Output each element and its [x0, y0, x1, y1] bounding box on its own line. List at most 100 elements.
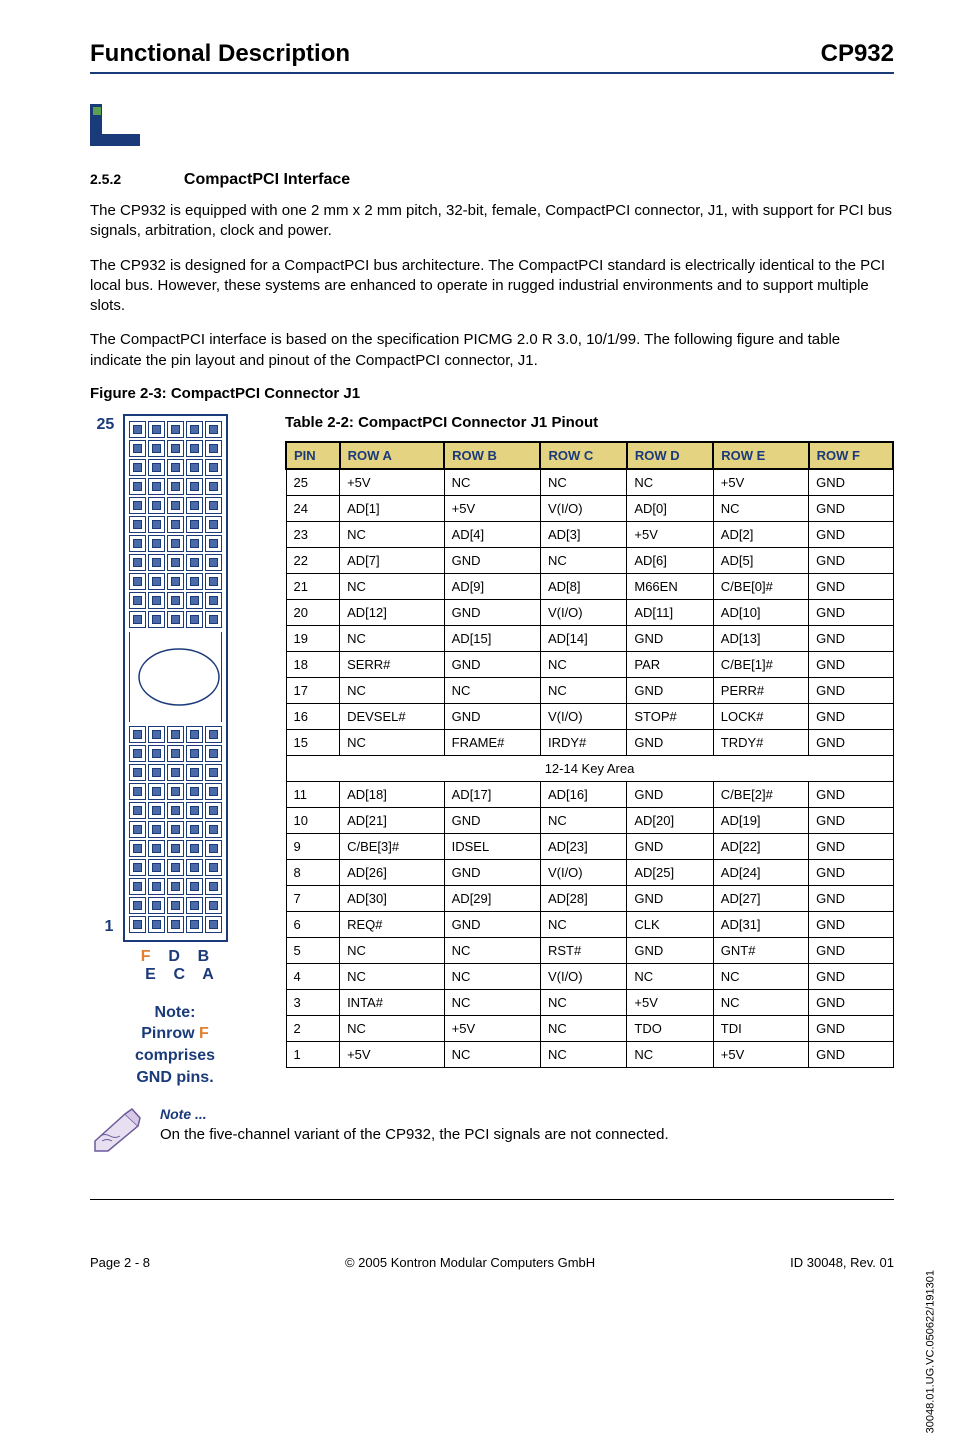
pinout-cell: 5: [286, 937, 340, 963]
connector-pin: [167, 802, 184, 819]
paragraph-1: The CP932 is equipped with one 2 mm x 2 …: [90, 201, 894, 242]
connector-pin: [129, 478, 146, 495]
pinout-cell: NC: [540, 651, 626, 677]
pinout-cell: M66EN: [627, 573, 713, 599]
pinout-cell: AD[5]: [713, 547, 808, 573]
pinout-cell: AD[6]: [627, 547, 713, 573]
section-title: CompactPCI Interface: [184, 171, 350, 188]
connector-pin: [167, 592, 184, 609]
pinout-cell: NC: [340, 573, 445, 599]
connector-pin-row: [129, 421, 222, 438]
table-row: 20AD[12]GNDV(I/O)AD[11]AD[10]GND: [286, 599, 893, 625]
connector-pin: [186, 764, 203, 781]
pinout-cell: NC: [444, 989, 540, 1015]
pinout-cell: NC: [627, 469, 713, 496]
connector-pin: [205, 821, 222, 838]
connector-pin: [167, 554, 184, 571]
pinout-cell: GND: [809, 911, 893, 937]
pinout-cell: 22: [286, 547, 340, 573]
connector-pin: [205, 611, 222, 628]
pinout-cell: AD[20]: [627, 807, 713, 833]
connector-pin: [129, 592, 146, 609]
pinout-cell: NC: [540, 1041, 626, 1067]
connector-pin: [186, 573, 203, 590]
connector-pin: [167, 516, 184, 533]
pinout-cell: GND: [809, 781, 893, 807]
connector-pin-row: [129, 516, 222, 533]
pinout-cell: AD[4]: [444, 521, 540, 547]
pinout-cell: NC: [713, 963, 808, 989]
pinout-cell: NC: [444, 677, 540, 703]
connector-pin: [186, 611, 203, 628]
pinout-cell: AD[24]: [713, 859, 808, 885]
pinout-cell: NC: [340, 677, 445, 703]
connector-pin: [186, 878, 203, 895]
connector-pin: [167, 859, 184, 876]
connector-pin: [148, 573, 165, 590]
pinout-cell: AD[13]: [713, 625, 808, 651]
table-row: 25+5VNCNCNC+5VGND: [286, 469, 893, 496]
connector-pin-row: [129, 459, 222, 476]
pinout-cell: AD[0]: [627, 495, 713, 521]
connector-pin: [186, 802, 203, 819]
footer-rule: [90, 1199, 894, 1200]
connector-pin: [205, 859, 222, 876]
connector-pin: [205, 421, 222, 438]
pinout-cell: +5V: [713, 1041, 808, 1067]
connector-pin: [167, 440, 184, 457]
key-area-cell: 12-14 Key Area: [286, 755, 893, 781]
pinout-cell: 7: [286, 885, 340, 911]
pinout-cell: 15: [286, 729, 340, 755]
pinout-cell: NC: [540, 989, 626, 1015]
connector-pin: [129, 554, 146, 571]
connector-pin: [205, 745, 222, 762]
paragraph-3: The CompactPCI interface is based on the…: [90, 330, 894, 371]
pinout-cell: 25: [286, 469, 340, 496]
pinout-header-cell: ROW F: [809, 442, 893, 469]
logo-icon: [90, 104, 894, 146]
connector-pin: [129, 516, 146, 533]
pinout-cell: AD[14]: [540, 625, 626, 651]
connector-pin: [205, 516, 222, 533]
note-title: Note ...: [160, 1106, 669, 1122]
pinout-cell: TDI: [713, 1015, 808, 1041]
pinout-cell: GND: [809, 469, 893, 496]
pinout-cell: GND: [627, 833, 713, 859]
pinout-cell: GND: [627, 625, 713, 651]
connector-pin: [167, 878, 184, 895]
pinout-cell: +5V: [713, 469, 808, 496]
pinout-cell: AD[16]: [540, 781, 626, 807]
connector-pin: [129, 421, 146, 438]
table-row: 17NCNCNCGNDPERR#GND: [286, 677, 893, 703]
pinout-cell: +5V: [444, 1015, 540, 1041]
pinout-cell: PAR: [627, 651, 713, 677]
pinout-cell: +5V: [340, 469, 445, 496]
pinout-cell: DEVSEL#: [340, 703, 445, 729]
pinout-cell: TRDY#: [713, 729, 808, 755]
figure-caption: Figure 2-3: CompactPCI Connector J1: [90, 385, 894, 402]
pinout-cell: 3: [286, 989, 340, 1015]
header-right: CP932: [821, 40, 894, 68]
pinout-cell: V(I/O): [540, 599, 626, 625]
connector-pin: [148, 916, 165, 933]
pinout-cell: LOCK#: [713, 703, 808, 729]
connector-pin: [205, 878, 222, 895]
pinout-cell: GND: [809, 1041, 893, 1067]
pinout-cell: AD[23]: [540, 833, 626, 859]
pinout-cell: CLK: [627, 911, 713, 937]
connector-pin-row: [129, 440, 222, 457]
note-icon: [90, 1106, 145, 1159]
footer-center: © 2005 Kontron Modular Computers GmbH: [345, 1255, 595, 1270]
connector-pin: [148, 783, 165, 800]
pinout-cell: AD[3]: [540, 521, 626, 547]
connector-pin: [129, 726, 146, 743]
pinout-cell: 2: [286, 1015, 340, 1041]
connector-pin: [148, 592, 165, 609]
pinout-cell: AD[26]: [340, 859, 445, 885]
pinout-cell: GND: [809, 937, 893, 963]
connector-pin: [167, 783, 184, 800]
pinout-cell: GND: [444, 807, 540, 833]
connector-pin: [148, 802, 165, 819]
note-text: On the five-channel variant of the CP932…: [160, 1126, 669, 1143]
table-row: 22AD[7]GNDNCAD[6]AD[5]GND: [286, 547, 893, 573]
